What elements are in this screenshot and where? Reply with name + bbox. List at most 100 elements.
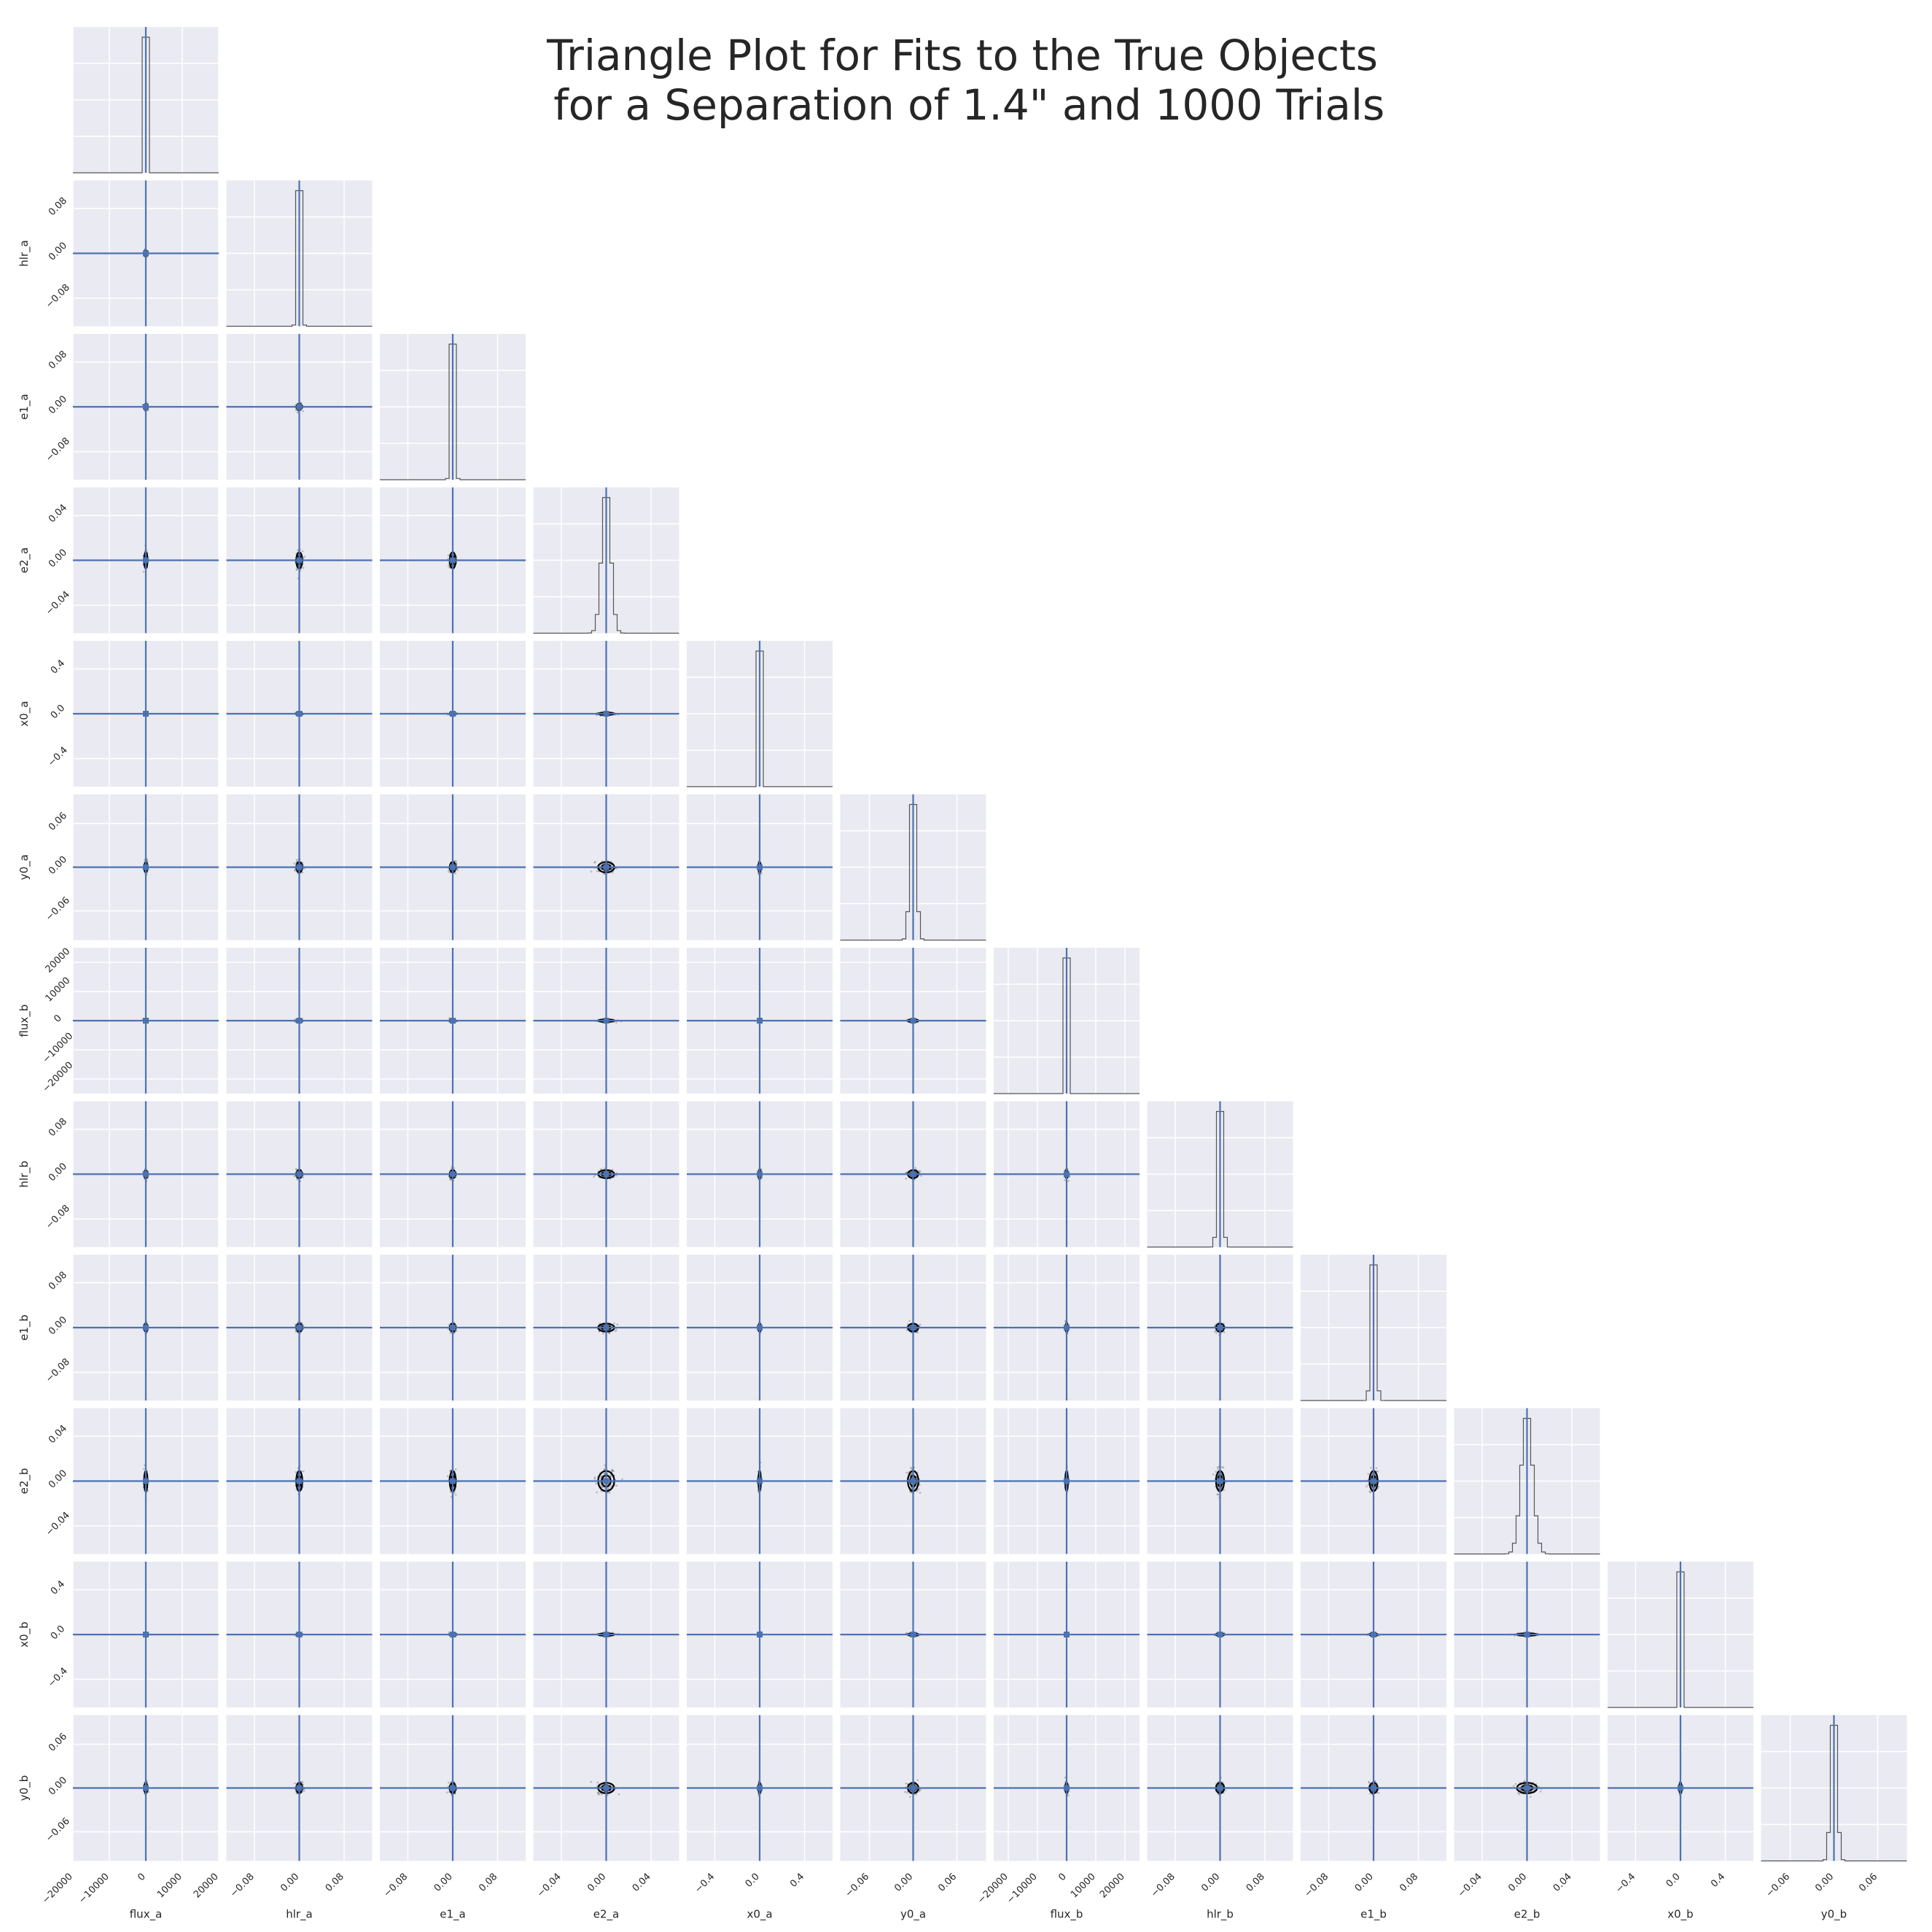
hist-panel-e1_b <box>1301 1255 1446 1401</box>
sample-point <box>615 1328 618 1331</box>
scatter-panel-e2_a-vs-e1_b <box>533 1255 679 1401</box>
y-tick-label-hlr_a: 0.00 <box>47 240 69 262</box>
scatter-panel-flux_b-vs-hlr_b <box>994 1101 1140 1247</box>
scatter-panel-x0_a-vs-y0_a <box>687 794 833 940</box>
sample-point <box>1064 1179 1067 1182</box>
truth-marker <box>296 404 303 410</box>
y-axis-label-y0_a: y0_a <box>17 854 31 880</box>
scatter-panel-flux_a-vs-hlr_a <box>72 180 219 327</box>
truth-marker <box>296 711 303 717</box>
scatter-panel-e1_a-vs-y0_a <box>380 794 526 940</box>
y-tick-label-flux_b: 10000 <box>44 975 73 1005</box>
truth-marker <box>1064 1171 1070 1177</box>
sample-point <box>302 566 305 569</box>
scatter-panel-x0_a-vs-e1_b <box>687 1255 833 1401</box>
hist-panel-x0_a <box>687 641 833 787</box>
chart-title-line-2: for a Separation of 1.4" and 1000 Trials <box>540 80 1385 130</box>
scatter-panel-e1_a-vs-x0_a <box>380 641 526 787</box>
sample-point <box>596 870 599 873</box>
sample-point <box>613 1322 615 1325</box>
sample-point <box>447 564 450 567</box>
sample-point <box>295 1168 297 1170</box>
scatter-panel-flux_b-vs-e1_b <box>994 1255 1140 1401</box>
sample-point <box>920 1175 922 1177</box>
truth-marker <box>1217 1325 1223 1331</box>
hist-panel-flux_b <box>994 948 1140 1094</box>
y-tick-label-y0_a: 0.06 <box>47 810 69 833</box>
truth-marker <box>143 1171 149 1177</box>
sample-point <box>146 860 149 862</box>
scatter-panel-e2_a-vs-y0_a <box>533 794 679 940</box>
sample-point <box>302 410 304 413</box>
chart-title: Triangle Plot for Fits to the True Objec… <box>379 31 1546 130</box>
scatter-panel-hlr_a-vs-e2_a <box>226 487 373 634</box>
truth-marker <box>143 1018 149 1024</box>
sample-point <box>294 869 296 872</box>
sample-point <box>303 556 306 558</box>
scatter-panel-y0_a-vs-flux_b <box>840 948 986 1094</box>
chart-title-line-1: Triangle Plot for Fits to the True Objec… <box>547 31 1378 80</box>
scatter-panel-flux_a-vs-e2_b <box>72 1408 219 1554</box>
scatter-panel-hlr_a-vs-e1_b <box>226 1255 373 1401</box>
scatter-panel-e1_a-vs-hlr_b <box>380 1101 526 1247</box>
y-axis-label-flux_b: flux_b <box>17 1005 31 1037</box>
truth-marker <box>910 1018 916 1024</box>
y-tick-label-x0_a: 0.0 <box>49 703 67 721</box>
y-tick-label-hlr_a: −0.08 <box>44 282 72 311</box>
sample-point <box>590 870 593 873</box>
scatter-panel-flux_a-vs-e2_a <box>72 487 219 634</box>
truth-marker <box>603 1171 609 1177</box>
sample-point <box>1213 1325 1216 1327</box>
truth-marker <box>296 1171 303 1177</box>
sample-point <box>1067 1180 1070 1183</box>
hist-panel-hlr_a <box>226 180 373 327</box>
sample-point <box>616 1323 619 1326</box>
sample-point <box>455 860 457 862</box>
y-tick-label-hlr_b: 0.00 <box>47 1161 69 1183</box>
truth-marker <box>910 1171 916 1177</box>
y-tick-label-e1_a: −0.08 <box>44 436 72 464</box>
sample-point <box>297 549 299 551</box>
truth-marker <box>296 1325 303 1331</box>
truth-marker <box>1064 1325 1070 1331</box>
sample-point <box>293 862 295 865</box>
y-axis-label-x0_a: x0_a <box>17 701 31 726</box>
scatter-panel-flux_a-vs-hlr_b <box>72 1101 219 1247</box>
y-axis-label-e1_a: e1_a <box>17 394 31 419</box>
sample-point <box>608 1332 611 1335</box>
y-tick-label-e1_a: 0.08 <box>47 348 69 371</box>
sample-point <box>914 1166 917 1169</box>
scatter-panel-x0_a-vs-flux_b <box>687 948 833 1094</box>
y-axis-label-hlr_a: hlr_a <box>17 240 31 267</box>
sample-point <box>301 550 304 553</box>
scatter-panel-hlr_a-vs-flux_b <box>226 948 373 1094</box>
sample-point <box>615 1021 618 1024</box>
y-axis-label-e2_a: e2_a <box>17 548 31 573</box>
sample-point <box>919 1323 922 1326</box>
truth-marker <box>450 557 456 564</box>
sample-point <box>296 411 299 414</box>
sample-point <box>615 1175 618 1177</box>
sample-point <box>293 1175 296 1177</box>
sample-point <box>449 1331 452 1334</box>
hist-panel-y0_a <box>840 794 986 941</box>
sample-point <box>301 871 304 874</box>
scatter-panel-e1_a-vs-flux_b <box>380 948 526 1094</box>
truth-marker <box>143 404 149 410</box>
scatter-panel-hlr_b-vs-e1_b <box>1147 1255 1293 1401</box>
y-tick-label-flux_b: −20000 <box>41 1060 76 1095</box>
sample-point <box>454 872 457 875</box>
y-tick-label-hlr_b: −0.08 <box>44 1203 72 1231</box>
truth-marker <box>296 1018 303 1024</box>
scatter-panel-y0_a-vs-hlr_b <box>840 1101 986 1247</box>
y-tick-label-e2_a: 0.00 <box>47 547 69 569</box>
scatter-panel-e2_a-vs-flux_b <box>533 948 679 1094</box>
sample-point <box>456 869 459 871</box>
scatter-panel-x0_a-vs-hlr_b <box>687 1101 833 1247</box>
sample-point <box>447 870 450 873</box>
y-tick-label-e2_a: 0.04 <box>47 502 69 525</box>
scatter-panel-e1_a-vs-e1_b <box>380 1255 526 1401</box>
y-tick-label-e1_b: 0.00 <box>47 1314 69 1337</box>
truth-marker <box>143 711 149 717</box>
sample-point <box>593 1175 595 1178</box>
